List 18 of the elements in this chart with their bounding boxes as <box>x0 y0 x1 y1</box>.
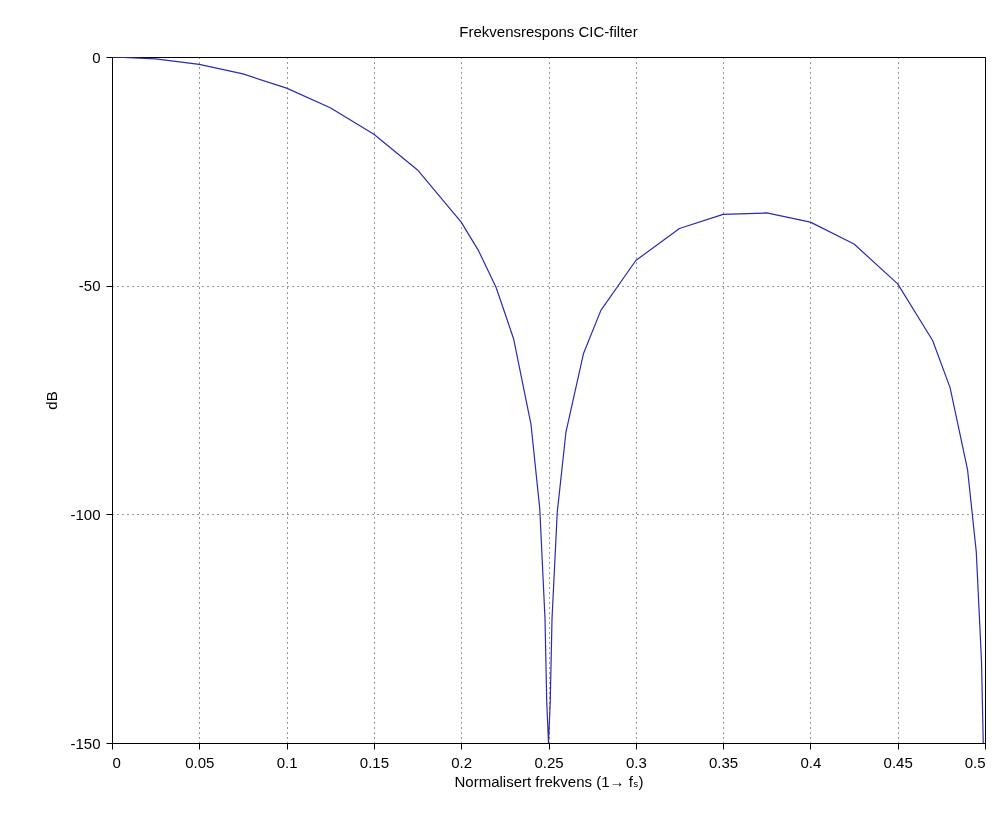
y-tick-label: 0 <box>92 48 101 66</box>
x-tick-label: 0.05 <box>185 753 215 771</box>
x-tick-label: 0.5 <box>964 753 986 771</box>
x-tick-label: 0.35 <box>709 753 739 771</box>
x-tick-label: 0.2 <box>451 753 473 771</box>
x-tick-label: 0.3 <box>625 753 647 771</box>
y-tick-label: -100 <box>70 505 101 523</box>
x-tick-label: 0.1 <box>276 753 298 771</box>
x-tick-label: 0.45 <box>883 753 913 771</box>
y-tick-label: -150 <box>70 734 101 752</box>
x-axis-title: Normalisert frekvens (1→ fₛ) <box>454 772 644 790</box>
x-tick-label: 0.25 <box>534 753 564 771</box>
x-tick-label: 0.4 <box>800 753 822 771</box>
x-tick-label: 0 <box>112 753 121 771</box>
y-axis-title: dB <box>43 391 61 410</box>
y-tick-label: -50 <box>78 277 101 295</box>
chart-title: Frekvensrespons CIC-filter <box>459 23 638 40</box>
x-tick-label: 0.15 <box>359 753 389 771</box>
